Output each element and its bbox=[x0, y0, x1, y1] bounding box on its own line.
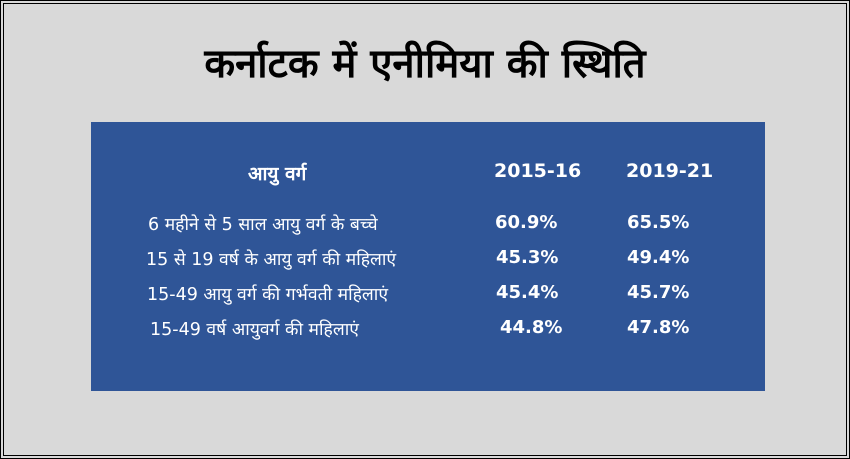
row-label-pregnant-women: 15-49 आयु वर्ग की गर्भवती महिलाएं bbox=[147, 285, 389, 305]
row-label-women-15-49: 15-49 वर्ष आयुवर्ग की महिलाएं bbox=[150, 320, 359, 340]
row-label-children: 6 महीने से 5 साल आयु वर्ग के बच्चे bbox=[148, 215, 378, 235]
header-year-2019-21: 2019-21 bbox=[626, 160, 714, 182]
row-women-15-49-2015-16: 44.8% bbox=[500, 317, 563, 338]
row-pregnant-women-2015-16: 45.4% bbox=[496, 282, 559, 303]
slide-title: कर्नाटक में एनीमिया की स्थिति bbox=[204, 41, 646, 87]
anemia-data-panel: आयु वर्ग 2015-16 2019-21 6 महीने से 5 सा… bbox=[91, 122, 765, 391]
slide-inner-border bbox=[3, 3, 847, 456]
row-children-2015-16: 60.9% bbox=[495, 212, 558, 233]
row-pregnant-women-2019-21: 45.7% bbox=[627, 282, 690, 303]
header-year-2015-16: 2015-16 bbox=[494, 160, 582, 182]
row-adolescent-women-2015-16: 45.3% bbox=[496, 247, 559, 268]
row-children-2019-21: 65.5% bbox=[627, 212, 690, 233]
row-women-15-49-2019-21: 47.8% bbox=[627, 317, 690, 338]
row-adolescent-women-2019-21: 49.4% bbox=[627, 247, 690, 268]
header-age-group: आयु वर्ग bbox=[248, 163, 307, 185]
row-label-adolescent-women: 15 से 19 वर्ष के आयु वर्ग की महिलाएं bbox=[146, 250, 397, 270]
